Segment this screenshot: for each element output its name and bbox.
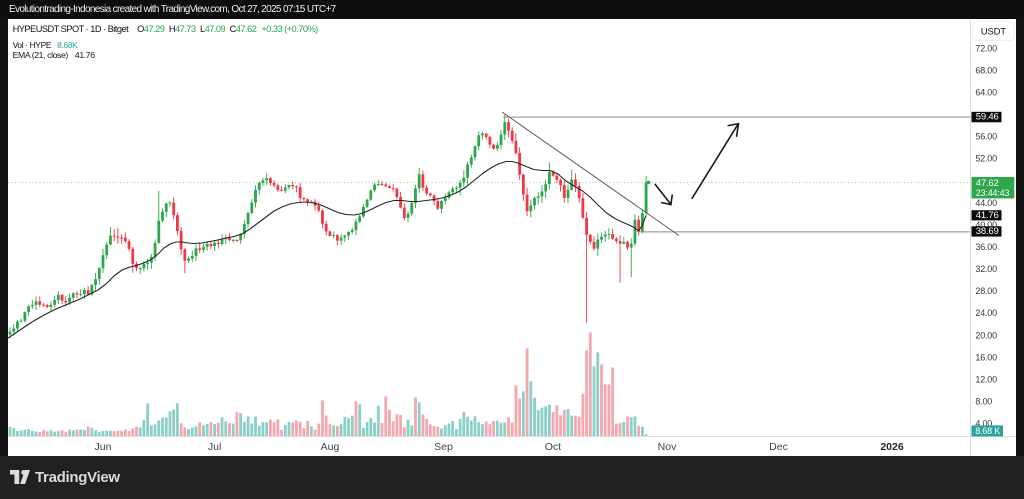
svg-text:16.00: 16.00 [975, 352, 997, 362]
svg-text:64.00: 64.00 [975, 87, 997, 97]
svg-text:23:44:43: 23:44:43 [976, 188, 1010, 198]
svg-text:36.00: 36.00 [975, 242, 997, 252]
svg-text:4.00: 4.00 [975, 419, 992, 429]
svg-text:44.00: 44.00 [975, 198, 997, 208]
svg-text:59.46: 59.46 [976, 112, 999, 123]
svg-text:40.00: 40.00 [975, 220, 997, 230]
svg-text:20.00: 20.00 [975, 330, 997, 340]
svg-text:Sep: Sep [434, 441, 453, 453]
svg-text:28.00: 28.00 [975, 286, 997, 296]
svg-text:Dec: Dec [769, 441, 788, 453]
svg-text:Jun: Jun [95, 441, 112, 453]
svg-text:8.00: 8.00 [975, 397, 992, 407]
svg-text:Aug: Aug [321, 441, 340, 453]
svg-text:32.00: 32.00 [975, 264, 997, 274]
svg-text:24.00: 24.00 [975, 308, 997, 318]
svg-text:72.00: 72.00 [975, 43, 997, 53]
svg-text:Jul: Jul [208, 441, 221, 453]
svg-text:41.76: 41.76 [976, 210, 999, 221]
svg-text:Oct: Oct [545, 441, 561, 453]
svg-text:47.62: 47.62 [976, 178, 999, 189]
svg-text:38.69: 38.69 [976, 226, 999, 237]
svg-text:Nov: Nov [658, 441, 677, 453]
svg-text:8.68 K: 8.68 K [975, 426, 1000, 436]
svg-text:USDT: USDT [981, 27, 1006, 38]
svg-text:68.00: 68.00 [975, 65, 997, 75]
svg-text:56.00: 56.00 [975, 132, 997, 142]
svg-text:12.00: 12.00 [975, 375, 997, 385]
svg-text:2026: 2026 [880, 441, 904, 453]
svg-text:52.00: 52.00 [975, 154, 997, 164]
